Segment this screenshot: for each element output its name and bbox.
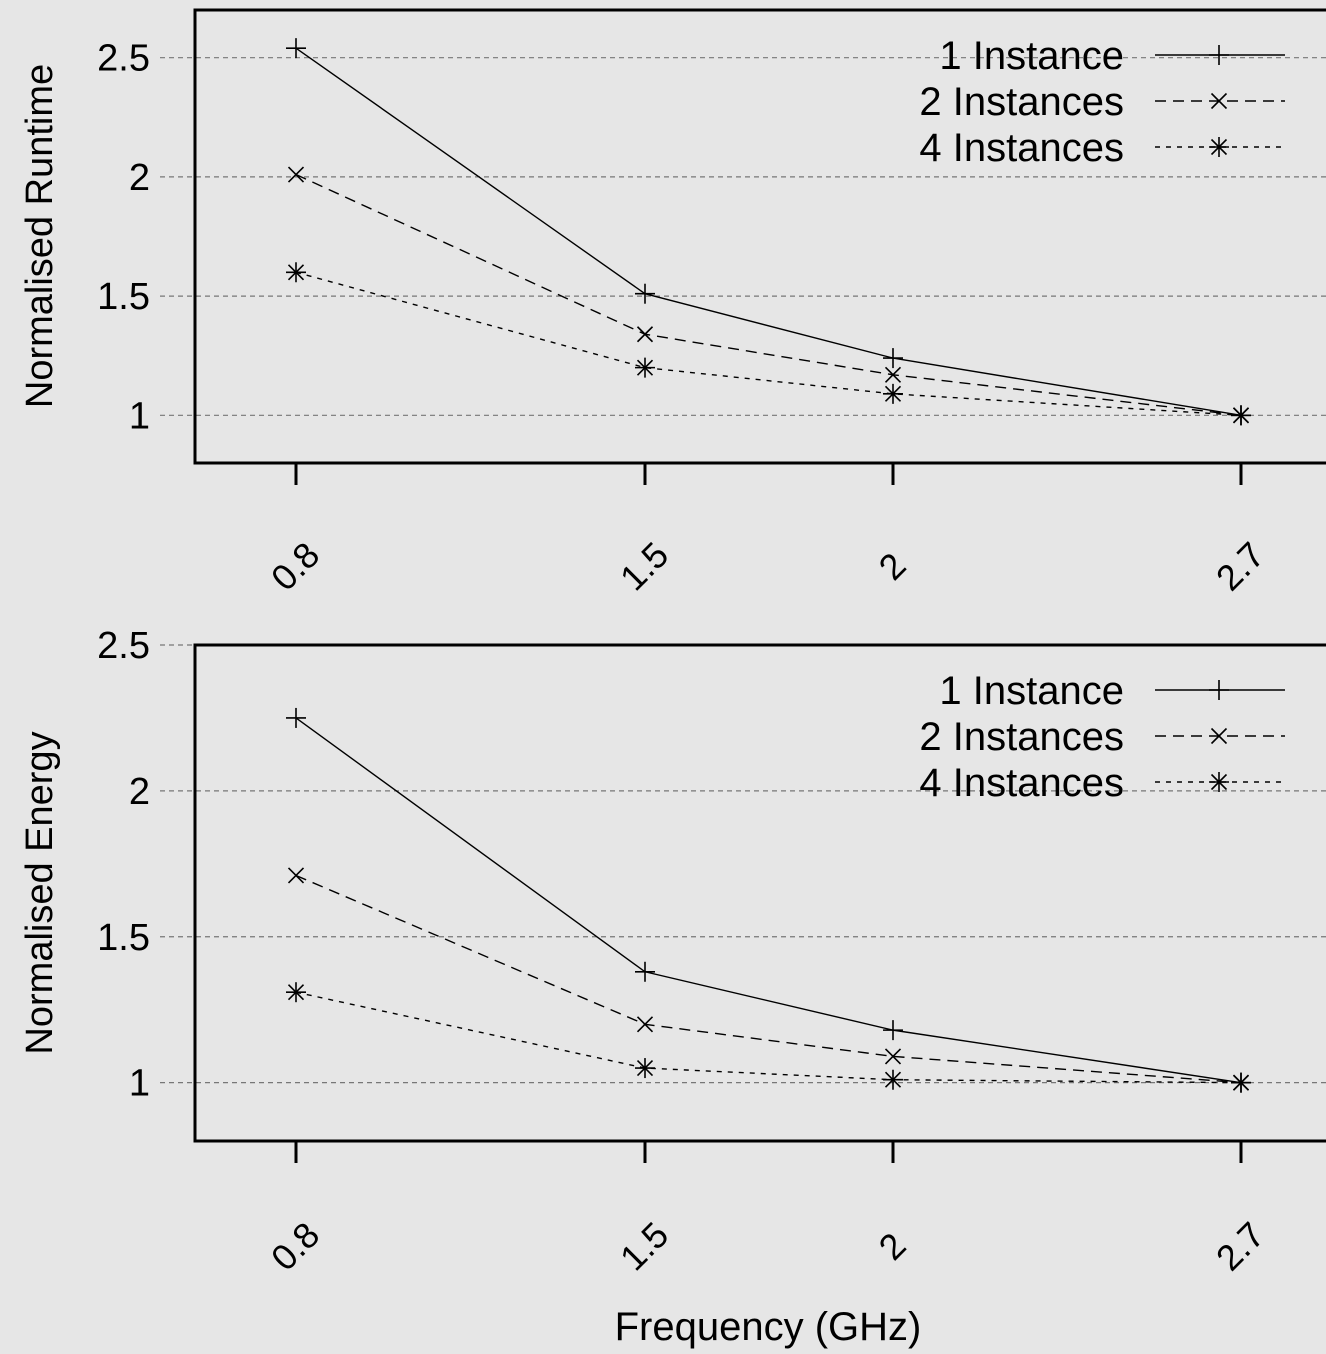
data-point-cross bbox=[636, 1016, 654, 1033]
y-tick-label: 1.5 bbox=[97, 276, 150, 318]
y-tick-label: 1 bbox=[129, 1063, 150, 1105]
y-tick-label: 2.5 bbox=[97, 625, 150, 667]
legend-marker-plus bbox=[1209, 45, 1229, 65]
data-point-cross bbox=[884, 1048, 902, 1065]
data-point-star bbox=[286, 982, 306, 1003]
data-point-plus bbox=[635, 961, 655, 982]
y-tick-label: 2.5 bbox=[97, 38, 150, 80]
data-point-cross bbox=[287, 867, 305, 884]
x-tick-label: 1.5 bbox=[612, 1214, 676, 1278]
y-tick-label: 1.5 bbox=[97, 917, 150, 959]
data-point-plus bbox=[286, 38, 306, 59]
legend-label: 1 Instance bbox=[939, 34, 1124, 78]
data-point-plus bbox=[883, 1020, 903, 1041]
series-line bbox=[295, 271, 1242, 417]
x-tick-label: 2.7 bbox=[1208, 534, 1272, 598]
legend-marker-star bbox=[1209, 137, 1229, 157]
x-tick-label: 1.5 bbox=[612, 534, 676, 598]
legend-marker-cross bbox=[1210, 727, 1228, 745]
x-axis-label: Frequency (GHz) bbox=[615, 1305, 922, 1349]
data-point-plus bbox=[635, 283, 655, 304]
y-axis-label: Normalised Runtime bbox=[19, 64, 61, 408]
data-point-star bbox=[1231, 1072, 1251, 1093]
x-tick-label: 2 bbox=[871, 545, 914, 588]
legend-label: 1 Instance bbox=[939, 669, 1124, 713]
data-point-plus bbox=[883, 348, 903, 369]
series-line bbox=[295, 173, 1242, 417]
plot-frame bbox=[193, 643, 1326, 1143]
legend-marker-star bbox=[1209, 772, 1229, 792]
x-tick-label: 2 bbox=[871, 1225, 914, 1268]
legend-label: 2 Instances bbox=[919, 80, 1124, 124]
legend-label: 2 Instances bbox=[919, 715, 1124, 759]
x-tick-label: 0.8 bbox=[263, 1214, 327, 1278]
runtime-panel: 1 1.5 2 2.5 0.8 1.5 2 2.7 Normalised Runtime 1 In… bbox=[19, 8, 1326, 598]
data-point-cross bbox=[884, 366, 902, 383]
legend-marker-cross bbox=[1210, 92, 1228, 110]
data-point-star bbox=[635, 357, 655, 378]
y-tick-label: 1 bbox=[129, 395, 150, 437]
series-line bbox=[295, 47, 1242, 417]
plot-frame bbox=[193, 8, 1326, 465]
series-line bbox=[295, 874, 1242, 1084]
data-point-star bbox=[883, 1069, 903, 1090]
energy-panel: 1 1.5 2 2.5 0.8 1.5 2 2.7 Normalised Energy Frequ… bbox=[19, 625, 1326, 1349]
data-point-star bbox=[286, 262, 306, 283]
y-tick-label: 2 bbox=[129, 157, 150, 199]
x-tick-label: 0.8 bbox=[263, 534, 327, 598]
data-point-star bbox=[635, 1058, 655, 1079]
y-axis-label: Normalised Energy bbox=[19, 731, 61, 1054]
y-tick-label: 2 bbox=[129, 771, 150, 813]
legend-label: 4 Instances bbox=[919, 761, 1124, 805]
series-line bbox=[295, 991, 1242, 1084]
data-point-plus bbox=[286, 707, 306, 728]
data-point-star bbox=[883, 383, 903, 404]
legend-label: 4 Instances bbox=[919, 126, 1124, 170]
data-point-cross bbox=[636, 326, 654, 343]
data-point-star bbox=[1231, 405, 1251, 426]
data-point-cross bbox=[287, 166, 305, 183]
series-line bbox=[295, 717, 1242, 1084]
x-tick-label: 2.7 bbox=[1208, 1214, 1272, 1278]
legend-marker-plus bbox=[1209, 680, 1229, 700]
